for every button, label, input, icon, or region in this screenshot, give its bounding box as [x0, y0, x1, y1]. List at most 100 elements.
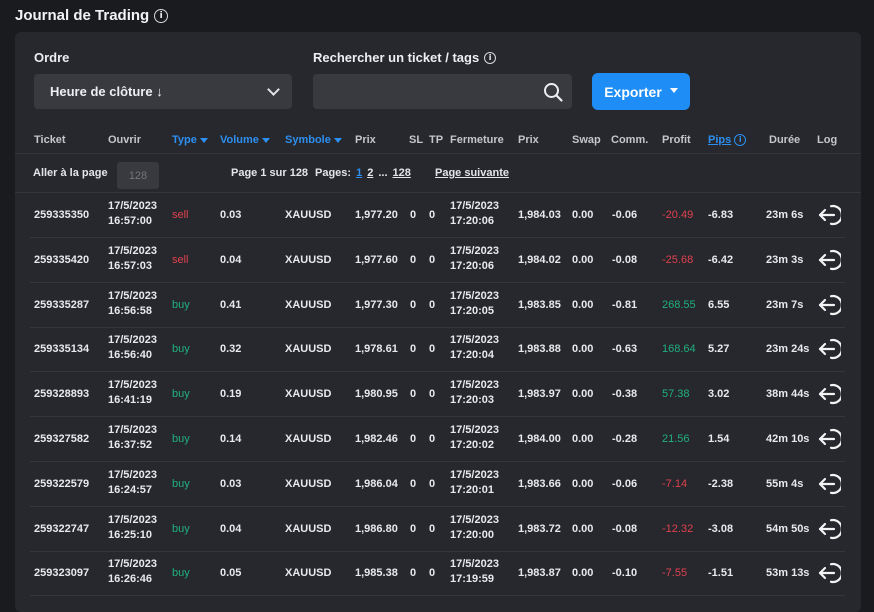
table-row[interactable]: 259327582 17/5/2023 16:37:52 buy 0.14 XAU…: [30, 417, 845, 462]
search-input[interactable]: [313, 73, 542, 110]
search-info-icon[interactable]: i: [484, 51, 497, 64]
cell-swap: 0.00: [572, 343, 594, 356]
search-box: [313, 73, 572, 110]
cell-sl: 0: [410, 567, 417, 580]
cell-symbol: XAUUSD: [285, 433, 332, 445]
cell-swap: 0.00: [572, 522, 594, 535]
cell-pips: -6.83: [708, 209, 734, 221]
page-link-2[interactable]: 2: [367, 167, 374, 179]
header-comm: Comm.: [611, 134, 649, 146]
cell-ticket: 259322747: [34, 522, 90, 535]
search-icon[interactable]: [542, 81, 564, 103]
cell-sl: 0: [410, 298, 417, 311]
log-entry-icon[interactable]: [817, 427, 841, 451]
cell-volume: 0.41: [220, 298, 242, 311]
sort-down-icon: [199, 137, 208, 143]
cell-open: 17/5/2023 16:56:58: [108, 289, 157, 317]
cell-swap: 0.00: [572, 477, 594, 490]
page-link-1[interactable]: 1: [356, 167, 363, 179]
cell-duration: 55m 4s: [766, 477, 804, 490]
table-row[interactable]: 259335134 17/5/2023 16:56:40 buy 0.32 XAU…: [30, 327, 845, 373]
sort-down-icon: [261, 137, 270, 143]
cell-comm: -0.08: [612, 522, 638, 535]
cell-swap: 0.00: [572, 388, 594, 401]
cell-open: 17/5/2023 16:37:52: [108, 424, 157, 451]
log-entry-icon[interactable]: [817, 472, 841, 496]
cell-profit: 57.38: [662, 388, 690, 401]
cell-duration: 23m 6s: [766, 209, 804, 221]
cell-ticket: 259323097: [34, 567, 90, 580]
cell-swap: 0.00: [572, 209, 594, 221]
cell-sl: 0: [410, 209, 417, 221]
table-row[interactable]: 259322747 17/5/2023 16:25:10 buy 0.04 XAU…: [30, 507, 845, 552]
table-row[interactable]: 259335287 17/5/2023 16:56:58 buy 0.41 XAU…: [30, 283, 845, 328]
table-row[interactable]: 259335420 17/5/2023 16:57:03 sell 0.04 XA…: [30, 238, 845, 283]
cell-price-open: 1,985.38: [355, 567, 398, 580]
cell-close: 17/5/2023 17:20:06: [450, 244, 499, 272]
cell-volume: 0.32: [220, 343, 242, 356]
table-row[interactable]: 259335350 17/5/2023 16:57:00 sell 0.03 XA…: [30, 193, 845, 238]
cell-type: buy: [172, 477, 190, 490]
cell-profit: -7.14: [662, 477, 688, 490]
page-links: Pages: 1 2 ... 128: [315, 167, 411, 179]
cell-duration: 53m 13s: [766, 567, 810, 580]
goto-page-input[interactable]: [117, 162, 159, 189]
log-entry-icon[interactable]: [817, 517, 841, 541]
cell-price-close: 1,984.02: [518, 253, 561, 266]
cell-symbol: XAUUSD: [285, 567, 332, 580]
log-entry-icon[interactable]: [817, 293, 841, 317]
header-ticket: Ticket: [34, 134, 66, 146]
log-entry-icon[interactable]: [817, 337, 841, 361]
cell-duration: 42m 10s: [766, 433, 810, 445]
header-type[interactable]: Type: [172, 134, 208, 146]
cell-swap: 0.00: [572, 298, 594, 311]
pips-info-icon[interactable]: i: [734, 134, 747, 146]
cell-close: 17/5/2023 17:20:01: [450, 468, 499, 496]
header-price-close: Prix: [518, 134, 539, 146]
header-volume[interactable]: Volume: [220, 134, 270, 146]
table-row[interactable]: 259328893 17/5/2023 16:41:19 buy 0.19 XAU…: [30, 372, 845, 418]
cell-ticket: 259322579: [34, 477, 90, 490]
header-pips[interactable]: Pips i: [708, 134, 747, 146]
cell-open: 17/5/2023 16:25:10: [108, 513, 157, 541]
cell-price-close: 1,983.87: [518, 567, 561, 580]
page-title: Journal de Trading i: [15, 7, 169, 24]
sort-down-icon: [333, 137, 342, 143]
cell-volume: 0.04: [220, 522, 242, 535]
next-page-link[interactable]: Page suivante: [435, 167, 509, 179]
export-button[interactable]: Exporter: [592, 73, 690, 110]
cell-price-open: 1,986.04: [355, 477, 398, 490]
header-tp: TP: [429, 134, 444, 146]
cell-pips: 6.55: [708, 298, 730, 311]
cell-swap: 0.00: [572, 567, 594, 580]
header-symbol[interactable]: Symbole: [285, 134, 342, 146]
cell-price-open: 1,980.95: [355, 388, 398, 401]
cell-symbol: XAUUSD: [285, 477, 332, 490]
cell-type: buy: [172, 298, 190, 311]
log-entry-icon[interactable]: [817, 561, 841, 585]
cell-tp: 0: [429, 298, 436, 311]
order-select[interactable]: Heure de clôture ↓: [34, 74, 292, 109]
cell-ticket: 259335287: [34, 298, 90, 311]
log-entry-icon[interactable]: [817, 248, 841, 272]
info-icon[interactable]: i: [154, 8, 169, 23]
search-label-text: Rechercher un ticket / tags: [313, 50, 480, 65]
page-link-last[interactable]: 128: [392, 167, 411, 179]
table-row[interactable]: 259323097 17/5/2023 16:26:46 buy 0.05 XAU…: [30, 551, 845, 597]
cell-ticket: 259335420: [34, 253, 90, 266]
header-profit: Profit: [662, 134, 691, 146]
cell-ticket: 259327582: [34, 433, 90, 445]
cell-open: 17/5/2023 16:41:19: [108, 379, 157, 407]
table-row[interactable]: 259322579 17/5/2023 16:24:57 buy 0.03 XAU…: [30, 462, 845, 507]
log-entry-icon[interactable]: [817, 382, 841, 406]
log-entry-icon[interactable]: [817, 203, 841, 227]
cell-price-close: 1,983.97: [518, 388, 561, 401]
cell-close: 17/5/2023 17:19:59: [450, 558, 499, 586]
cell-duration: 23m 24s: [766, 343, 810, 356]
cell-volume: 0.03: [220, 477, 242, 490]
cell-duration: 54m 50s: [766, 522, 810, 535]
cell-comm: -0.28: [612, 433, 638, 445]
cell-type: buy: [172, 433, 190, 445]
cell-swap: 0.00: [572, 253, 594, 266]
cell-sl: 0: [410, 477, 417, 490]
